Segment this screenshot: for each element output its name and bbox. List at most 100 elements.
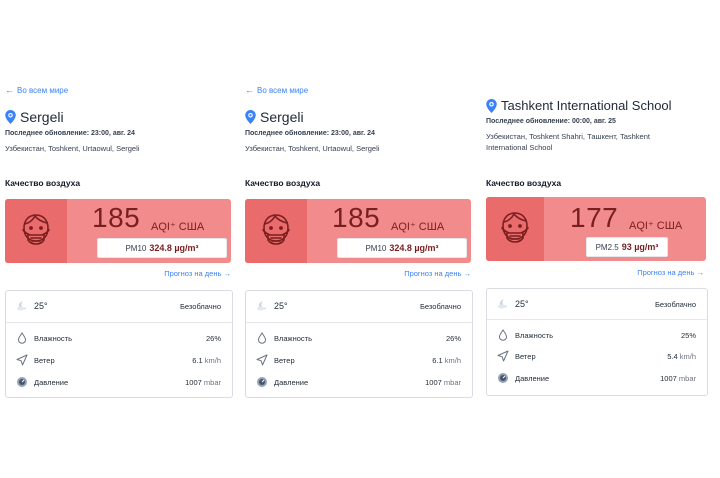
humidity-label: Влажность bbox=[274, 334, 312, 343]
gauge-icon bbox=[256, 376, 268, 388]
location-pin-icon bbox=[245, 110, 256, 124]
arrow-right-icon: → bbox=[463, 269, 472, 278]
wind-speed: 6.1 bbox=[432, 356, 443, 365]
weather-divider bbox=[487, 319, 707, 320]
aqi-value: 185 bbox=[92, 202, 141, 233]
forecast-link[interactable]: Прогноз на день → bbox=[404, 269, 471, 278]
gauge-icon bbox=[16, 376, 28, 388]
wind-unit: km/h bbox=[444, 356, 461, 365]
wind-unit: km/h bbox=[679, 352, 696, 361]
face-box bbox=[486, 197, 544, 261]
humidity-value: 26% bbox=[445, 334, 461, 343]
weather-condition-row: 25° Безоблачно bbox=[246, 300, 472, 314]
face-mask-icon bbox=[262, 214, 290, 245]
wind-row: Ветер 5.4 km/h bbox=[487, 350, 707, 364]
forecast-link[interactable]: Прогноз на день → bbox=[164, 269, 231, 278]
pressure-unit: mbar bbox=[203, 378, 221, 387]
pressure-label: Давление bbox=[274, 378, 309, 387]
droplet-icon bbox=[256, 332, 268, 344]
location-name: Tashkent International School bbox=[501, 98, 672, 113]
wind-row: Ветер 6.1 km/h bbox=[6, 354, 232, 368]
humidity-row: Влажность 26% bbox=[6, 332, 232, 346]
pressure-unit: mbar bbox=[443, 378, 461, 387]
pollutant-name: PM10 bbox=[125, 243, 147, 253]
face-mask-icon bbox=[22, 214, 50, 245]
pollutant-value: 324.8 µg/m³ bbox=[149, 243, 199, 253]
gauge-icon bbox=[497, 372, 509, 384]
humidity-row: Влажность 26% bbox=[246, 332, 472, 346]
weather-divider bbox=[246, 322, 472, 323]
humidity-row: Влажность 25% bbox=[487, 329, 707, 343]
aqi-card: 185 AQI⁺ США PM10 324.8 µg/m³ bbox=[245, 199, 471, 263]
aqi-value: 185 bbox=[332, 202, 381, 233]
arrow-left-icon: ← bbox=[5, 85, 14, 95]
pressure-amount: 1007 bbox=[660, 374, 677, 383]
weather-condition-row: 25° Безоблачно bbox=[487, 298, 707, 312]
location-pin-icon bbox=[486, 98, 497, 113]
aqi-value: 177 bbox=[570, 202, 619, 233]
weather-card: 25° Безоблачно Влажность 26% Ветер 6.1 k… bbox=[5, 290, 233, 398]
location-title: Tashkent International School bbox=[486, 98, 672, 113]
forecast-label: Прогноз на день bbox=[637, 268, 695, 277]
moon-cloud-icon bbox=[256, 300, 268, 312]
wind-speed: 5.4 bbox=[667, 352, 678, 361]
weather-condition-row: 25° Безоблачно bbox=[6, 300, 232, 314]
pressure-label: Давление bbox=[34, 378, 69, 387]
air-quality-heading: Качество воздуха bbox=[245, 178, 321, 188]
humidity-label: Влажность bbox=[515, 331, 553, 340]
pollutant-box: PM2.5 93 µg/m³ bbox=[586, 237, 668, 257]
pressure-value: 1007 mbar bbox=[425, 378, 461, 387]
location-name: Sergeli bbox=[20, 109, 64, 125]
humidity-value: 25% bbox=[680, 331, 696, 340]
aqi-unit: AQI⁺ США bbox=[629, 220, 683, 232]
forecast-label: Прогноз на день bbox=[404, 269, 462, 278]
wind-arrow-icon bbox=[497, 350, 509, 362]
pressure-label: Давление bbox=[515, 374, 550, 383]
aqi-card: 177 AQI⁺ США PM2.5 93 µg/m³ bbox=[486, 197, 706, 261]
air-quality-heading: Качество воздуха bbox=[5, 178, 81, 188]
humidity-label: Влажность bbox=[34, 334, 72, 343]
weather-divider bbox=[6, 322, 232, 323]
face-mask-icon bbox=[501, 212, 529, 243]
forecast-label: Прогноз на день bbox=[164, 269, 222, 278]
location-title: Sergeli bbox=[5, 109, 64, 125]
air-quality-heading: Качество воздуха bbox=[486, 178, 562, 188]
pressure-amount: 1007 bbox=[185, 378, 202, 387]
pressure-amount: 1007 bbox=[425, 378, 442, 387]
location-name: Sergeli bbox=[260, 109, 304, 125]
face-box bbox=[245, 199, 307, 263]
forecast-link[interactable]: Прогноз на день → bbox=[637, 268, 704, 277]
pollutant-box: PM10 324.8 µg/m³ bbox=[97, 238, 227, 258]
weather-card: 25° Безоблачно Влажность 26% Ветер 6.1 k… bbox=[245, 290, 473, 398]
moon-cloud-icon bbox=[497, 298, 509, 310]
wind-arrow-icon bbox=[256, 354, 268, 366]
weather-condition: Безоблачно bbox=[419, 302, 461, 311]
face-box bbox=[5, 199, 67, 263]
back-link-label: Во всем мире bbox=[17, 86, 69, 95]
wind-label: Ветер bbox=[274, 356, 295, 365]
humidity-value: 26% bbox=[205, 334, 221, 343]
aqi-unit: AQI⁺ США bbox=[391, 221, 445, 233]
location-address: Узбекистан, Toshkent, Urtaowul, Sergeli bbox=[5, 144, 140, 153]
temperature: 25° bbox=[34, 301, 48, 311]
wind-value: 6.1 km/h bbox=[192, 356, 221, 365]
pressure-row: Давление 1007 mbar bbox=[487, 372, 707, 386]
location-address: Узбекистан, Toshkent Shahri, Ташкент, Ta… bbox=[486, 132, 650, 152]
last-updated: Последнее обновление: 00:00, авг. 25 bbox=[486, 118, 616, 125]
pressure-row: Давление 1007 mbar bbox=[6, 376, 232, 390]
weather-condition: Безоблачно bbox=[654, 300, 696, 309]
back-to-world-link[interactable]: ← Во всем мире bbox=[5, 85, 69, 96]
weather-card: 25° Безоблачно Влажность 25% Ветер 5.4 k… bbox=[486, 288, 708, 396]
arrow-right-icon: → bbox=[696, 268, 705, 277]
temperature: 25° bbox=[515, 299, 529, 309]
wind-label: Ветер bbox=[515, 352, 536, 361]
back-to-world-link[interactable]: ← Во всем мире bbox=[245, 86, 308, 96]
wind-label: Ветер bbox=[34, 356, 55, 365]
location-address: Узбекистан, Toshkent, Urtaowul, Sergeli bbox=[245, 144, 380, 153]
wind-arrow-icon bbox=[16, 354, 28, 366]
wind-speed: 6.1 bbox=[192, 356, 203, 365]
aqi-unit: AQI⁺ США bbox=[151, 221, 205, 233]
pressure-value: 1007 mbar bbox=[185, 378, 221, 387]
moon-cloud-icon bbox=[16, 300, 28, 312]
temperature: 25° bbox=[274, 301, 288, 311]
